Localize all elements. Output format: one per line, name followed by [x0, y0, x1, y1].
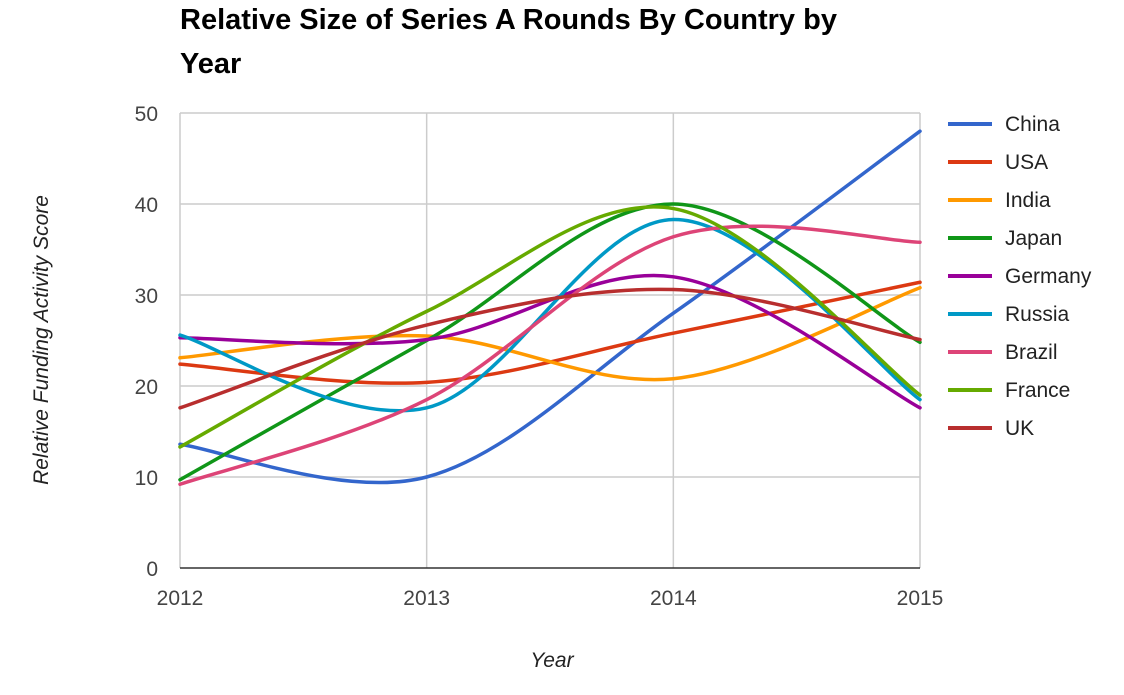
y-tick-label: 50 [135, 103, 158, 126]
x-tick-label: 2013 [403, 587, 450, 610]
gridlines [179, 112, 921, 569]
legend-item-uk[interactable]: UK [948, 417, 1034, 440]
legend-label-usa: USA [1005, 151, 1048, 174]
legend-item-brazil[interactable]: Brazil [948, 341, 1058, 364]
legend-item-germany[interactable]: Germany [948, 265, 1092, 288]
y-tick-label: 30 [135, 285, 158, 308]
series-line-france [178, 205, 922, 449]
x-axis-title: Year [530, 649, 574, 672]
y-axis-title: Relative Funding Activity Score [30, 195, 53, 485]
y-tick-label: 10 [135, 467, 158, 490]
legend-label-china: China [1005, 113, 1060, 136]
legend[interactable]: China USA India Japan Germany Russia Brazil Fra… [948, 113, 1092, 440]
x-tick-label: 2014 [650, 587, 697, 610]
legend-item-china[interactable]: China [948, 113, 1060, 136]
legend-label-india: India [1005, 189, 1051, 212]
series-lines [178, 129, 922, 487]
y-tick-label: 0 [146, 558, 158, 581]
y-tick-label: 20 [135, 376, 158, 399]
legend-item-japan[interactable]: Japan [948, 227, 1062, 250]
legend-item-france[interactable]: France [948, 379, 1070, 402]
series-line-china [178, 129, 922, 485]
series-line-japan [178, 202, 922, 482]
series-line-brazil [178, 224, 922, 487]
x-tick-label: 2015 [897, 587, 944, 610]
axis-ticks: 0 10 20 30 40 50 2012 2013 2014 2015 [135, 103, 944, 610]
legend-label-france: France [1005, 379, 1070, 402]
series-line-uk [178, 287, 922, 410]
legend-label-brazil: Brazil [1005, 341, 1058, 364]
x-tick-label: 2012 [157, 587, 204, 610]
chart-title-line-1: Relative Size of Series A Rounds By Coun… [180, 4, 837, 36]
legend-label-uk: UK [1005, 417, 1034, 440]
legend-item-russia[interactable]: Russia [948, 303, 1070, 326]
y-tick-label: 40 [135, 194, 158, 217]
legend-label-russia: Russia [1005, 303, 1070, 326]
legend-item-india[interactable]: India [948, 189, 1051, 212]
legend-label-germany: Germany [1005, 265, 1092, 288]
chart-title-line-2: Year [180, 48, 241, 80]
legend-label-japan: Japan [1005, 227, 1062, 250]
legend-item-usa[interactable]: USA [948, 151, 1048, 174]
